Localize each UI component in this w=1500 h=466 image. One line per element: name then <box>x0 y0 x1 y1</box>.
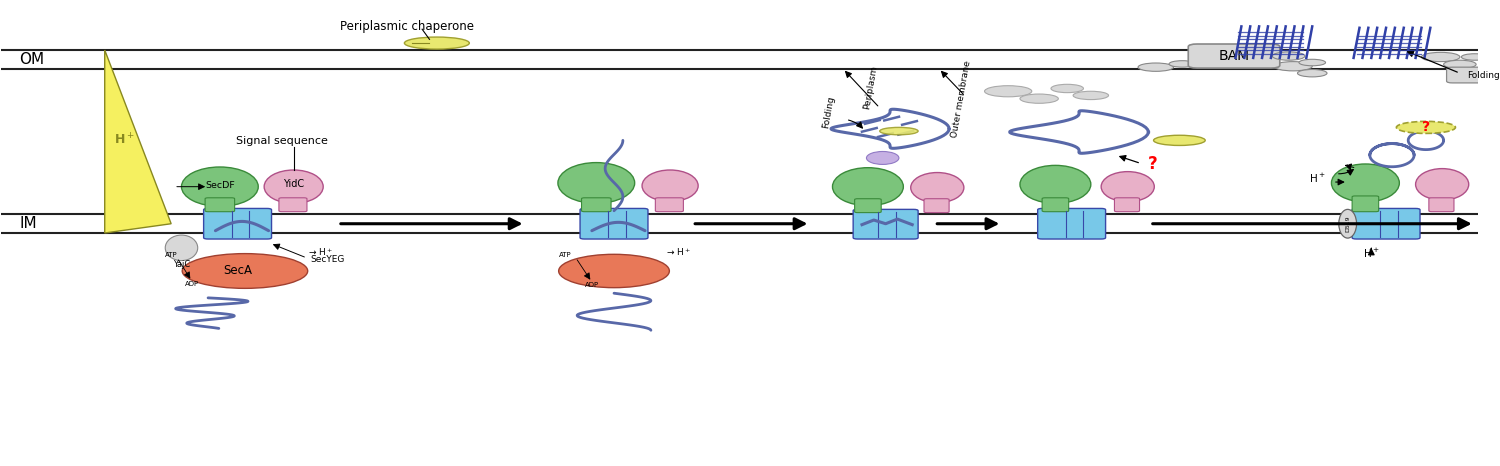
Text: SecDF: SecDF <box>206 181 234 190</box>
Ellipse shape <box>558 163 634 203</box>
Text: YajC: YajC <box>172 260 190 268</box>
Text: ADP: ADP <box>184 281 200 287</box>
FancyBboxPatch shape <box>1114 198 1140 212</box>
Text: OM: OM <box>20 52 44 67</box>
FancyBboxPatch shape <box>279 198 308 212</box>
Ellipse shape <box>182 167 258 206</box>
Text: Periplasm: Periplasm <box>862 64 879 110</box>
FancyBboxPatch shape <box>924 199 950 212</box>
Ellipse shape <box>1168 61 1196 67</box>
Ellipse shape <box>1298 69 1328 77</box>
Text: Outer membrane: Outer membrane <box>951 60 974 138</box>
FancyBboxPatch shape <box>1352 196 1378 212</box>
Ellipse shape <box>1422 52 1460 62</box>
Text: → H$^+$: → H$^+$ <box>666 247 692 258</box>
Ellipse shape <box>984 86 1032 97</box>
Ellipse shape <box>405 37 470 49</box>
FancyBboxPatch shape <box>580 208 648 239</box>
Ellipse shape <box>1020 94 1059 103</box>
Ellipse shape <box>1052 84 1083 93</box>
Text: Periplasmic chaperone: Periplasmic chaperone <box>340 21 474 34</box>
Ellipse shape <box>1332 164 1400 202</box>
Text: ATP: ATP <box>560 252 572 258</box>
FancyBboxPatch shape <box>204 208 272 239</box>
Ellipse shape <box>1396 121 1455 133</box>
Ellipse shape <box>1443 60 1476 69</box>
Ellipse shape <box>1416 169 1468 200</box>
FancyBboxPatch shape <box>1042 198 1068 212</box>
Text: H$^+$: H$^+$ <box>114 133 134 148</box>
Ellipse shape <box>1299 59 1326 66</box>
Ellipse shape <box>1274 62 1312 71</box>
Text: Folding: Folding <box>821 96 836 130</box>
Text: ATP: ATP <box>165 252 177 258</box>
Ellipse shape <box>1020 165 1090 203</box>
Text: Folding: Folding <box>1467 70 1500 80</box>
Text: → H$^+$: → H$^+$ <box>309 247 333 258</box>
Ellipse shape <box>879 127 918 135</box>
Text: ADP: ADP <box>585 282 598 288</box>
Ellipse shape <box>1154 135 1204 145</box>
Text: YidC: YidC <box>284 179 304 189</box>
FancyBboxPatch shape <box>206 198 234 212</box>
Text: ?: ? <box>1148 156 1158 173</box>
Ellipse shape <box>165 235 198 260</box>
FancyBboxPatch shape <box>1446 67 1500 83</box>
Ellipse shape <box>1272 52 1305 60</box>
Text: D519: D519 <box>1346 215 1350 232</box>
FancyBboxPatch shape <box>1430 198 1454 212</box>
Text: H$^+$: H$^+$ <box>1310 172 1326 185</box>
Ellipse shape <box>1138 63 1173 71</box>
FancyBboxPatch shape <box>582 198 610 212</box>
Ellipse shape <box>182 254 308 288</box>
FancyBboxPatch shape <box>1352 208 1420 239</box>
FancyBboxPatch shape <box>656 198 684 212</box>
Text: Signal sequence: Signal sequence <box>236 136 328 146</box>
Text: H$^+$: H$^+$ <box>1364 247 1380 260</box>
Ellipse shape <box>1072 91 1108 100</box>
FancyBboxPatch shape <box>855 199 880 212</box>
FancyBboxPatch shape <box>1038 208 1106 239</box>
Ellipse shape <box>1101 171 1155 202</box>
Ellipse shape <box>867 151 898 164</box>
Ellipse shape <box>642 170 698 201</box>
Text: IM: IM <box>20 216 36 231</box>
Ellipse shape <box>264 170 322 203</box>
Ellipse shape <box>558 254 669 288</box>
FancyBboxPatch shape <box>1188 44 1280 68</box>
Text: SecA: SecA <box>224 264 252 276</box>
Text: ?: ? <box>1422 120 1430 134</box>
Polygon shape <box>105 50 171 233</box>
Text: SecYEG: SecYEG <box>310 255 345 264</box>
Ellipse shape <box>833 168 903 206</box>
Ellipse shape <box>1340 209 1356 238</box>
FancyBboxPatch shape <box>853 209 918 239</box>
Text: BAM: BAM <box>1218 49 1249 63</box>
Ellipse shape <box>1461 54 1488 60</box>
Ellipse shape <box>910 172 964 203</box>
